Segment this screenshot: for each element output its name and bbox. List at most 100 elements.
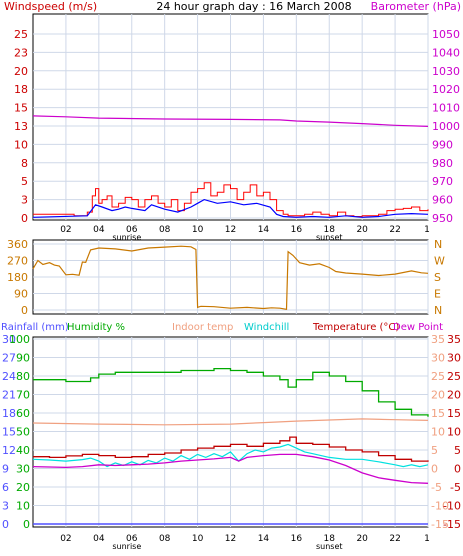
hour-tick-label: 14: [258, 225, 270, 235]
wind-axis-tick: 10: [14, 138, 28, 151]
humidity-axis-tick: 30: [16, 463, 30, 476]
hour-tick-label: 1: [424, 225, 430, 235]
indoor-temp-axis-tick: 20: [431, 389, 445, 402]
barometer-line: [32, 115, 429, 127]
wind-axis-tick: 5: [21, 175, 28, 188]
hour-tick-label: 22: [389, 225, 400, 235]
indoor-temp-axis-tick: 15: [431, 407, 445, 420]
humidity-line: [33, 367, 429, 417]
humidity-axis-tick: 60: [16, 407, 30, 420]
hour-tick-label: 14: [258, 534, 270, 544]
baro-axis-tick: 970: [432, 175, 453, 188]
hour-tick-label: 20: [356, 225, 368, 235]
indoor-temp-axis-tick: 5: [431, 444, 438, 457]
rain-axis-tick: 21: [2, 389, 16, 402]
rain-axis-tick: 24: [2, 370, 16, 383]
hour-tick-label: 18: [324, 225, 336, 235]
rain-axis-tick: 6: [2, 481, 9, 494]
wind-axis-tick: 3: [21, 194, 28, 207]
rain-axis-tick: 27: [2, 352, 16, 365]
hour-tick-label: 06: [126, 225, 138, 235]
legend-indoor-temp: Indoor temp: [172, 322, 233, 333]
hour-tick-label: 02: [60, 225, 71, 235]
temperature-axis-tick: 0: [454, 463, 461, 476]
wind-axis-tick: 23: [14, 46, 28, 59]
temperature-axis-tick: 20: [447, 389, 461, 402]
baro-axis-tick: 1020: [432, 83, 460, 96]
temperature-axis-tick: 30: [447, 352, 461, 365]
hour-tick-label: 12: [225, 534, 236, 544]
humidity-axis-tick: 100: [9, 333, 30, 346]
humidity-axis-tick: 80: [16, 370, 30, 383]
sunrise-label: sunrise: [112, 542, 141, 551]
hour-tick-label: 1: [424, 534, 430, 544]
indoor-temp-axis-tick: 25: [431, 370, 445, 383]
temperature-axis-tick: 25: [447, 370, 461, 383]
rain-axis-tick: 30: [2, 333, 16, 346]
legend-humidity: Humidity %: [67, 322, 125, 333]
hour-tick-label: 08: [159, 225, 171, 235]
direction-axis-tick: 0: [21, 304, 28, 317]
indoor-temp-axis-tick: 10: [431, 426, 445, 439]
temperature-axis-tick: 15: [447, 407, 461, 420]
hour-tick-label: 04: [93, 225, 105, 235]
humidity-axis-tick: 50: [16, 426, 30, 439]
temperature-axis-tick: 35: [447, 333, 461, 346]
hour-tick-label: 16: [291, 225, 303, 235]
legend-temperature: Temperature (°C): [312, 322, 399, 333]
hour-tick-label: 12: [225, 225, 236, 235]
humidity-axis-tick: 10: [16, 500, 30, 513]
wind-direction-line: [32, 245, 429, 311]
barometer-axis-title: Barometer (hPa): [371, 0, 461, 13]
hour-tick-label: 04: [93, 534, 105, 544]
direction-axis-tick: 360: [7, 238, 28, 251]
temperature-line: [33, 436, 429, 462]
rain-axis-tick: 18: [2, 407, 16, 420]
indoor-temp-axis-tick: -10: [431, 500, 449, 513]
temperature-axis-tick: 10: [447, 426, 461, 439]
wind-average-line: [32, 198, 429, 218]
wind-axis-tick: 15: [14, 102, 28, 115]
temperature-axis-tick: 5: [454, 444, 461, 457]
hour-tick-label: 10: [192, 534, 204, 544]
direction-compass-label: E: [434, 288, 441, 301]
sunset-label: sunset: [316, 233, 343, 242]
indoor-temp-axis-tick: -5: [431, 481, 442, 494]
humidity-axis-tick: 70: [16, 389, 30, 402]
hour-tick-label: 08: [159, 534, 171, 544]
wind-axis-tick: 18: [14, 83, 28, 96]
humidity-axis-tick: 20: [16, 481, 30, 494]
sunrise-label: sunrise: [112, 233, 141, 242]
baro-axis-tick: 1050: [432, 28, 460, 41]
direction-axis-tick: 270: [7, 255, 28, 268]
direction-compass-label: S: [434, 271, 441, 284]
direction-compass-label: N: [434, 304, 442, 317]
windchill-line: [32, 443, 429, 468]
legend-windchill: Windchill: [244, 322, 289, 333]
indoor-temp-axis-tick: -15: [431, 518, 449, 531]
baro-axis-tick: 960: [432, 194, 453, 207]
sunset-label: sunset: [316, 542, 343, 551]
wind-axis-tick: 0: [21, 212, 28, 225]
baro-axis-tick: 1040: [432, 46, 460, 59]
baro-axis-tick: 980: [432, 157, 453, 170]
legend-dew-point: Dew Point: [393, 322, 443, 333]
humidity-axis-tick: 90: [16, 352, 30, 365]
temperature-axis-tick: -15: [443, 518, 461, 531]
wind-axis-tick: 25: [14, 28, 28, 41]
direction-axis-tick: 180: [7, 271, 28, 284]
hour-tick-label: 20: [356, 534, 368, 544]
indoor-temp-axis-tick: 35: [431, 333, 445, 346]
wind-axis-tick: 8: [21, 157, 28, 170]
hour-tick-label: 06: [126, 534, 138, 544]
rain-axis-tick: 15: [2, 426, 16, 439]
rain-axis-tick: 0: [2, 518, 9, 531]
graph-title: 24 hour graph day : 16 March 2008: [156, 0, 351, 13]
indoor-temp-axis-tick: 30: [431, 352, 445, 365]
temperature-axis-tick: -10: [443, 500, 461, 513]
baro-axis-tick: 1010: [432, 102, 460, 115]
baro-axis-tick: 950: [432, 212, 453, 225]
rain-axis-tick: 12: [2, 444, 16, 457]
rain-axis-tick: 3: [2, 500, 9, 513]
